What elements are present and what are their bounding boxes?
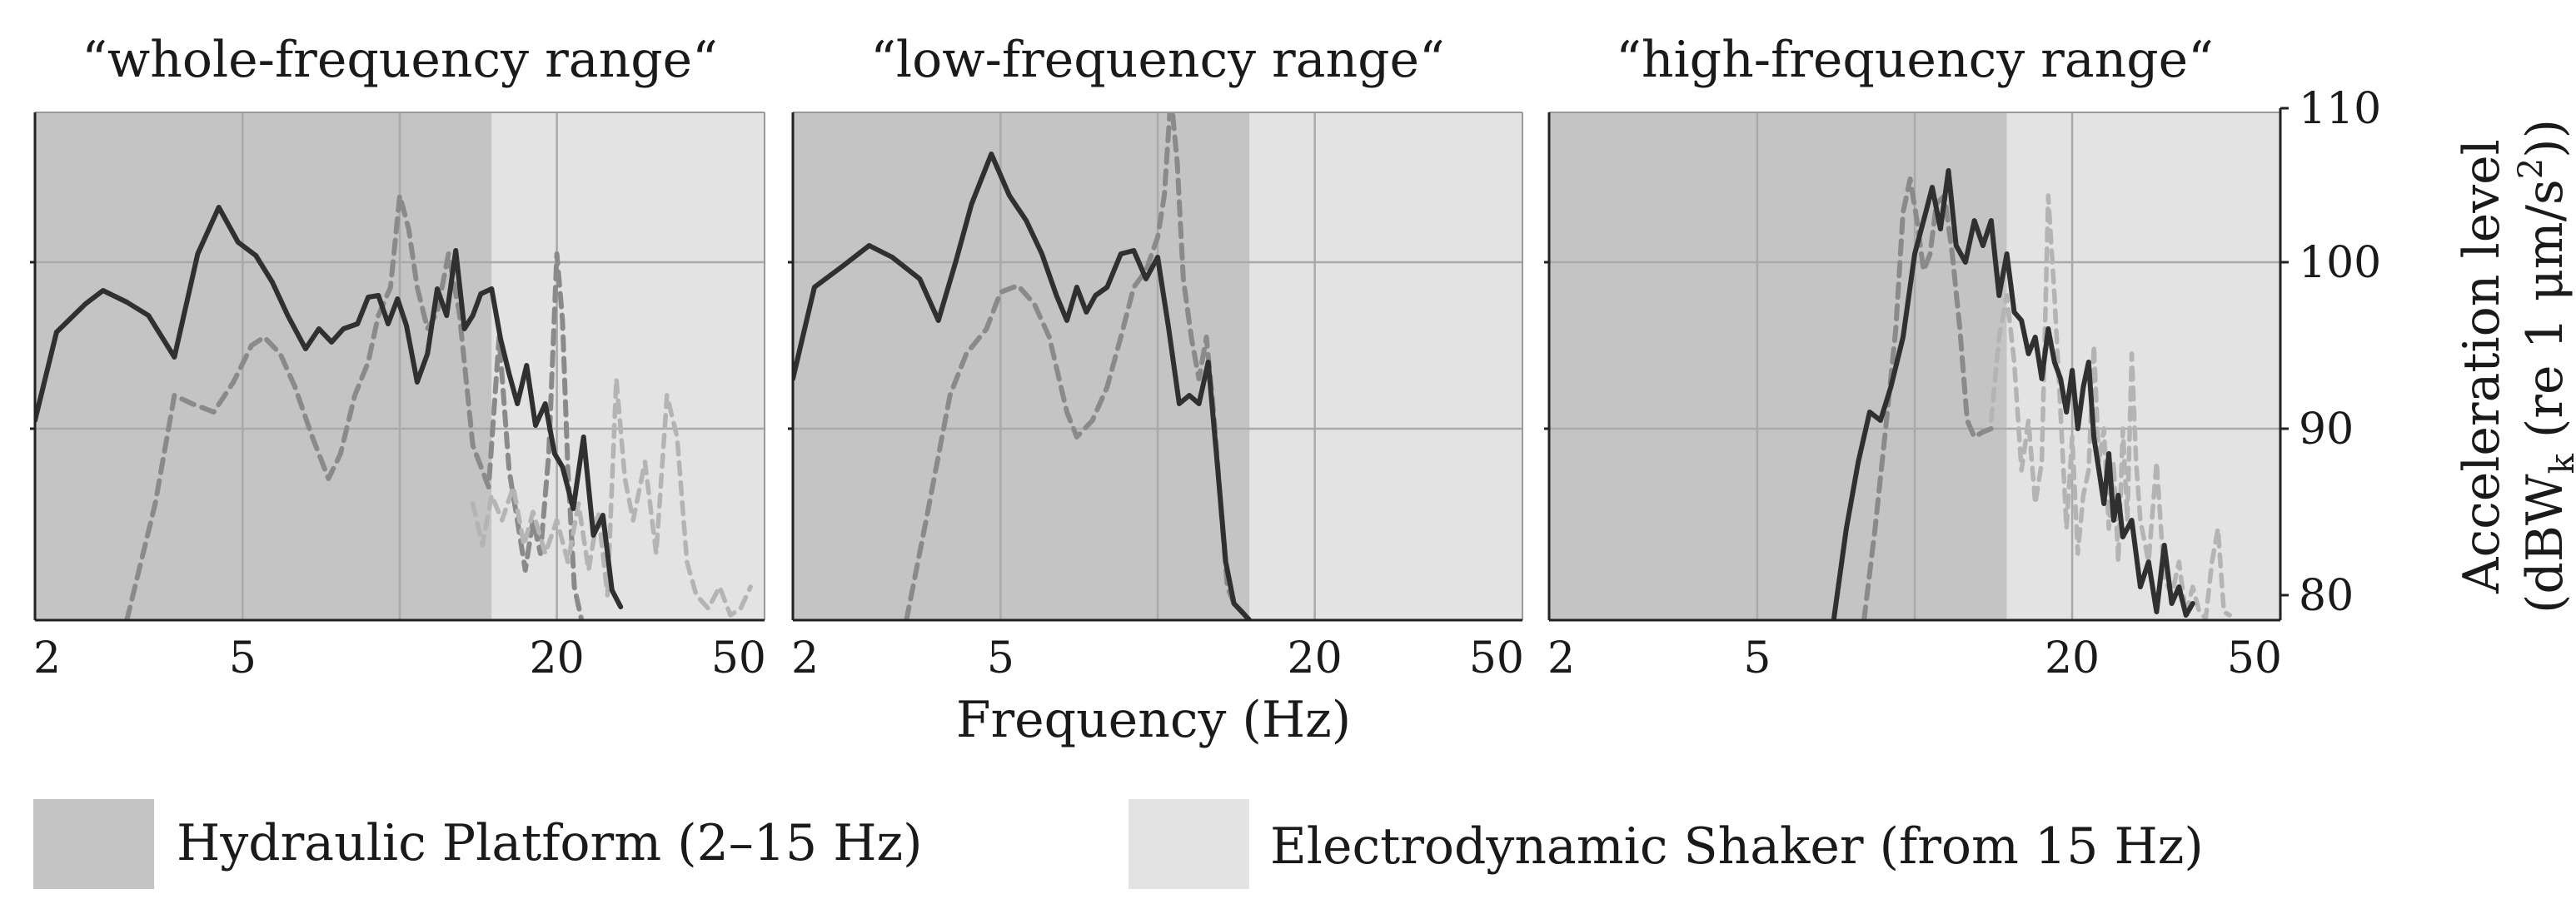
panel-title: “high-frequency range“ bbox=[1616, 31, 2214, 89]
x-axis-label: Frequency (Hz) bbox=[956, 691, 1351, 749]
chart-panel-1: 2 5 20 50 “whole-frequency range“ bbox=[30, 31, 766, 683]
y-axis-label-line2: (dBWk (re 1 μm/s2)) bbox=[2512, 119, 2576, 613]
x-tick-label: 20 bbox=[1288, 633, 1343, 683]
series-line-simulated-2 bbox=[470, 376, 753, 618]
x-tick-label: 20 bbox=[2045, 633, 2100, 683]
x-tick-label: 50 bbox=[1469, 633, 1524, 683]
y-axis-label-part: k bbox=[2544, 453, 2576, 474]
hydraulic-region bbox=[1549, 112, 2007, 620]
series-line-measured bbox=[793, 151, 1253, 620]
panel-title: “low-frequency range“ bbox=[870, 31, 1444, 89]
legend-swatch-hydraulic bbox=[33, 799, 154, 889]
panel-title: “whole-frequency range“ bbox=[82, 31, 718, 89]
chart-panel-3: 2 5 20 50 “high-frequency range“ 80 90 100 110 Ac… bbox=[1544, 31, 2576, 683]
y-axis-label-part: )) bbox=[2516, 119, 2574, 158]
series-line-simulated-1 bbox=[1861, 176, 1994, 620]
chart-panel-2: 2 5 20 50 “low-frequency range“ bbox=[788, 31, 1524, 683]
series-line-simulated-1 bbox=[124, 193, 585, 620]
shaker-region bbox=[1249, 112, 1522, 620]
y-axis-label-part: (dBW bbox=[2516, 474, 2574, 613]
x-tick-label: 2 bbox=[33, 633, 61, 683]
y-tick-label: 90 bbox=[2299, 405, 2354, 454]
legend-swatch-shaker bbox=[1129, 799, 1249, 889]
shaker-region bbox=[2006, 112, 2280, 620]
series-line-measured bbox=[1831, 168, 2195, 620]
legend-label-hydraulic: Hydraulic Platform (2–15 Hz) bbox=[177, 814, 923, 872]
shaker-region bbox=[491, 112, 765, 620]
x-tick-label: 2 bbox=[1547, 633, 1575, 683]
y-axis-label-line1: Acceleration level bbox=[2453, 139, 2511, 594]
y-tick-label: 110 bbox=[2299, 84, 2381, 134]
x-tick-label: 20 bbox=[530, 633, 585, 683]
x-tick-label: 5 bbox=[987, 633, 1014, 683]
x-tick-label: 50 bbox=[711, 633, 766, 683]
x-tick-label: 2 bbox=[791, 633, 819, 683]
y-tick-label: 80 bbox=[2299, 571, 2354, 621]
x-tick-label: 50 bbox=[2227, 633, 2282, 683]
y-axis-label-part: 2 bbox=[2512, 158, 2550, 179]
series-group bbox=[35, 193, 753, 620]
x-tick-label: 5 bbox=[229, 633, 257, 683]
y-axis-label: Acceleration level(dBWk (re 1 μm/s2)) bbox=[2453, 119, 2576, 613]
series-group bbox=[793, 112, 1253, 620]
x-tick-label: 5 bbox=[1743, 633, 1771, 683]
y-tick-label: 100 bbox=[2299, 238, 2381, 288]
y-axis-label-part: (re 1 μm/s bbox=[2516, 179, 2574, 454]
legend-label-shaker: Electrodynamic Shaker (from 15 Hz) bbox=[1270, 817, 2204, 876]
series-line-measured bbox=[35, 205, 624, 609]
series-group bbox=[1831, 168, 2232, 620]
